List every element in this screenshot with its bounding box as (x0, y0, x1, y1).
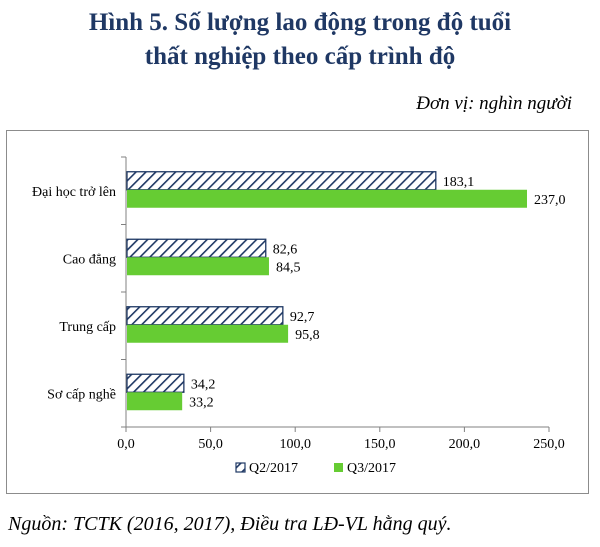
category-label: Sơ cấp nghề (47, 387, 116, 402)
bar-q2 (126, 171, 437, 191)
category-label: Đại học trở lên (32, 185, 116, 200)
x-tick-label: 0,0 (117, 437, 135, 452)
chart-title-line-1: Hình 5. Số lượng lao động trong độ tuổi (88, 9, 512, 36)
source-note: Nguồn: TCTK (2016, 2017), Điều tra LĐ-VL… (8, 513, 452, 535)
bar-q3 (127, 392, 183, 411)
x-tick-label: 100,0 (279, 437, 311, 452)
data-label-q3: 84,5 (276, 260, 301, 275)
bar-q2 (126, 306, 284, 326)
category-label: Trung cấp (59, 320, 116, 335)
x-tick-label: 200,0 (449, 437, 481, 452)
data-label-q3: 237,0 (534, 193, 566, 208)
data-label-q2: 82,6 (273, 242, 298, 257)
data-label-q2: 183,1 (443, 175, 475, 190)
chart-title: Hình 5. Số lượng lao động trong độ tuổi … (0, 6, 600, 74)
bar-q3 (127, 324, 289, 343)
data-label-q3: 95,8 (295, 328, 320, 343)
data-label-q2: 34,2 (191, 377, 216, 392)
legend-swatch-q2 (235, 462, 246, 473)
bar-q2 (126, 238, 267, 258)
legend-label-q3: Q3/2017 (347, 461, 396, 476)
data-label-q3: 33,2 (189, 395, 214, 410)
unit-label: Đơn vị: nghìn người (416, 93, 572, 114)
legend-label-q2: Q2/2017 (249, 461, 298, 476)
legend-swatch-q3 (334, 463, 343, 472)
data-label-q2: 92,7 (290, 310, 315, 325)
x-tick-label: 50,0 (198, 437, 223, 452)
x-tick-label: 150,0 (364, 437, 396, 452)
chart-frame (6, 130, 589, 494)
chart-title-line-2: thất nghiệp theo cấp trình độ (144, 43, 456, 70)
x-tick-label: 250,0 (533, 437, 565, 452)
category-label: Cao đẳng (63, 252, 116, 267)
bar-q3 (127, 257, 269, 276)
bar-q3 (127, 189, 528, 208)
bar-q2 (126, 373, 185, 393)
